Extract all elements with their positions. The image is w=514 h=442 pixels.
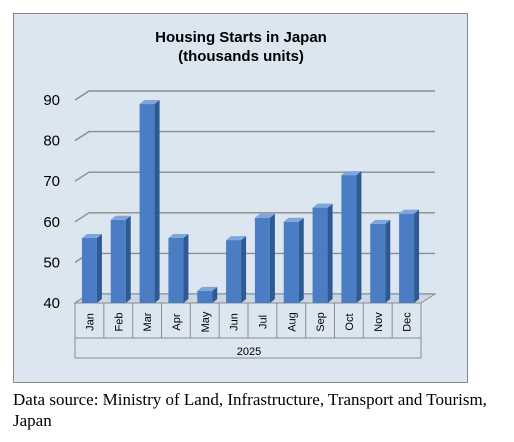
bar-aug bbox=[283, 217, 304, 303]
x-tick-label: Aug bbox=[286, 312, 298, 332]
bar-apr bbox=[168, 234, 189, 303]
bar-jun bbox=[226, 236, 247, 303]
bar-mar bbox=[139, 100, 160, 303]
y-tick-label: 40 bbox=[43, 295, 60, 312]
y-tick-label: 80 bbox=[43, 133, 60, 150]
gridline bbox=[74, 90, 435, 101]
x-tick-labels: Jan Feb Mar Apr May Jun Jul Aug Sep Oct Nov Dec bbox=[84, 311, 413, 332]
gridline bbox=[74, 171, 435, 182]
x-group-label: 2025 bbox=[237, 346, 261, 358]
x-tick-label: Jul bbox=[257, 315, 269, 329]
chart-subtitle: (thousands units) bbox=[178, 48, 304, 65]
bar-jan bbox=[81, 234, 102, 303]
x-tick-label: Jun bbox=[229, 313, 241, 331]
bars bbox=[81, 100, 420, 303]
gridline bbox=[74, 130, 435, 142]
bar-jul bbox=[254, 213, 275, 303]
data-source-note: Data source: Ministry of Land, Infrastru… bbox=[13, 390, 487, 430]
x-tick-label: Mar bbox=[142, 312, 154, 331]
x-tick-label: Apr bbox=[171, 313, 183, 330]
y-tick-label: 60 bbox=[43, 214, 60, 231]
x-tick-label: Feb bbox=[113, 313, 125, 332]
x-tick-label: Jan bbox=[84, 313, 96, 331]
x-tick-label: Oct bbox=[344, 313, 356, 330]
chart-title: Housing Starts in Japan bbox=[155, 29, 327, 46]
y-tick-label: 50 bbox=[43, 254, 60, 271]
housing-starts-chart: Housing Starts in Japan (thousands units… bbox=[43, 29, 437, 359]
bar-sep bbox=[312, 203, 333, 303]
bar-feb bbox=[110, 215, 131, 303]
y-tick-label: 70 bbox=[43, 173, 60, 190]
bar-dec bbox=[399, 209, 420, 303]
x-tick-label: Sep bbox=[315, 312, 327, 332]
y-tick-label: 90 bbox=[43, 92, 60, 109]
bar-nov bbox=[370, 219, 391, 303]
bar-oct bbox=[341, 171, 362, 303]
bar-may bbox=[197, 286, 218, 303]
x-tick-label: Dec bbox=[402, 312, 414, 332]
x-tick-label: May bbox=[200, 311, 212, 332]
x-tick-label: Nov bbox=[373, 312, 385, 332]
y-tick-labels: 40 50 60 70 80 90 bbox=[43, 92, 60, 312]
